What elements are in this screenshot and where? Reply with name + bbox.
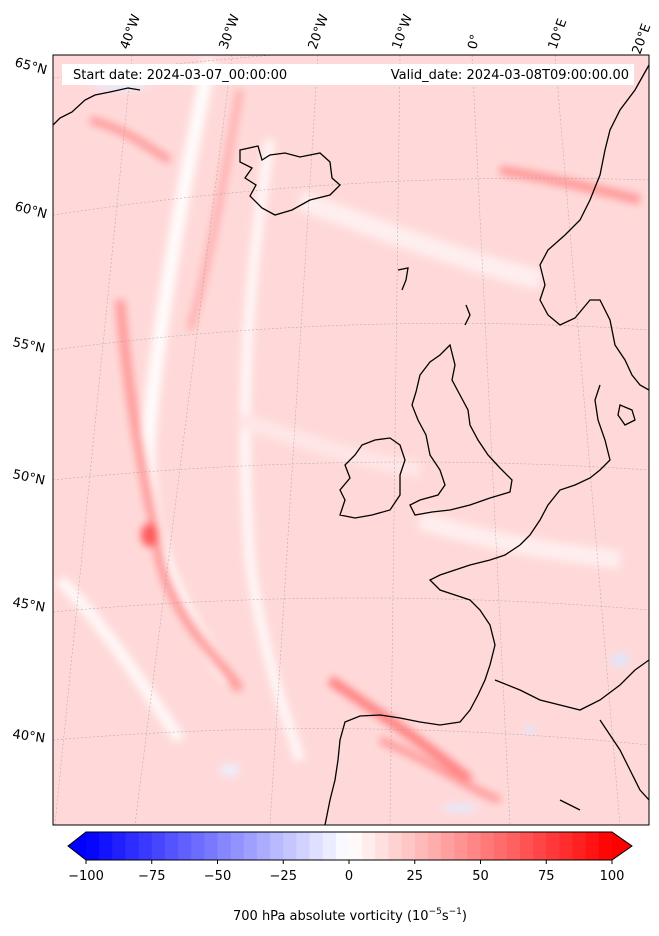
colorbar: −100 −75 −50 −25 0 25 50 75 100 700 hPa absolute… xyxy=(67,831,633,924)
colorbar-tick-label: −75 xyxy=(138,869,165,884)
lon-label-10w: 10°W xyxy=(390,12,416,51)
colorbar-tick-label: −100 xyxy=(68,869,104,884)
header-band xyxy=(62,64,634,85)
colorbar-cell xyxy=(401,832,416,860)
colorbar-tick-label: −25 xyxy=(270,869,297,884)
colorbar-cell xyxy=(204,832,218,860)
colorbar-tick-label: −50 xyxy=(204,869,231,884)
europe-coast xyxy=(539,64,649,391)
colorbar-cell xyxy=(519,832,534,860)
colorbar-cell xyxy=(388,832,403,860)
colorbar-cell xyxy=(112,832,126,860)
valid-date-label: Valid_date: 2024-03-08T09:00:00.00 xyxy=(391,68,629,83)
colorbar-extend-max xyxy=(612,832,632,860)
colorbar-cell xyxy=(125,832,140,860)
longitude-labels: 40°W 30°W 20°W 10°W 0° 10°E 20°E xyxy=(118,12,655,56)
colorbar-cell xyxy=(296,832,311,860)
lat-label-50n: 50°N xyxy=(11,467,46,488)
lon-label-0: 0° xyxy=(465,33,483,51)
map-panel: Start date: 2024-03-07_00:00:00 Valid_da… xyxy=(53,55,649,825)
colorbar-cell xyxy=(493,832,508,860)
colorbar-cell xyxy=(559,832,574,860)
latitude-labels: 65°N 60°N 55°N 50°N 45°N 40°N xyxy=(11,55,48,746)
colorbar-cell xyxy=(533,832,547,860)
vorticity-shading xyxy=(55,58,642,812)
north-sea-islands xyxy=(617,404,636,426)
colorbar-cell xyxy=(467,832,481,860)
colorbar-cell xyxy=(270,832,284,860)
colorbar-cell xyxy=(585,832,600,860)
colorbar-cell xyxy=(138,832,153,860)
italy-coast xyxy=(599,719,649,801)
iceland-coast xyxy=(239,145,341,216)
colorbar-cell xyxy=(309,832,324,860)
colorbar-cell xyxy=(375,832,389,860)
colorbar-tick-label: 100 xyxy=(600,869,625,884)
colorbar-cell xyxy=(454,832,468,860)
britain-coast xyxy=(409,343,513,516)
faroe-coast xyxy=(397,267,409,291)
colorbar-cell xyxy=(178,832,192,860)
lon-label-30w: 30°W xyxy=(217,12,243,51)
lat-label-65n: 65°N xyxy=(13,55,49,78)
mediterranean-coast xyxy=(494,659,649,711)
colorbar-cell xyxy=(480,832,495,860)
colorbar-cell xyxy=(230,832,245,860)
graticule xyxy=(53,55,649,825)
lat-label-45n: 45°N xyxy=(11,595,46,615)
colorbar-cell xyxy=(427,832,442,860)
colorbar-ticks: −100 −75 −50 −25 0 25 50 75 100 xyxy=(68,860,624,884)
coastlines xyxy=(53,64,649,825)
colorbar-cell xyxy=(99,832,113,860)
colorbar-cell xyxy=(151,832,166,860)
colorbar-cell xyxy=(164,832,179,860)
colorbar-cell xyxy=(349,832,363,860)
colorbar-cell xyxy=(243,832,258,860)
colorbar-cell xyxy=(506,832,521,860)
lat-label-55n: 55°N xyxy=(11,335,46,356)
colorbar-cell xyxy=(362,832,376,860)
colorbar-cells xyxy=(86,832,613,860)
colorbar-cell xyxy=(283,832,297,860)
colorbar-tick-label: 25 xyxy=(406,869,423,884)
colorbar-cell xyxy=(335,832,350,860)
colorbar-cell xyxy=(598,832,613,860)
lon-label-20w: 20°W xyxy=(306,12,332,51)
greenland-coast xyxy=(53,87,141,126)
colorbar-cell xyxy=(322,832,337,860)
colorbar-label: 700 hPa absolute vorticity (10−5s−1) xyxy=(233,907,467,924)
colorbar-cell xyxy=(191,832,205,860)
colorbar-cell xyxy=(441,832,455,860)
iberia-south-coast xyxy=(559,799,581,811)
map-frame xyxy=(52,54,650,826)
start-date-label: Start date: 2024-03-07_00:00:00 xyxy=(73,68,287,83)
lon-label-10e: 10°E xyxy=(546,17,571,52)
denmark-coast xyxy=(519,384,611,546)
colorbar-cell xyxy=(546,832,560,860)
lon-label-20e: 20°E xyxy=(630,22,655,57)
france-coast xyxy=(324,544,521,825)
lat-label-60n: 60°N xyxy=(13,199,49,222)
colorbar-tick-label: 50 xyxy=(472,869,489,884)
lat-label-40n: 40°N xyxy=(11,727,46,746)
lon-label-40w: 40°W xyxy=(118,12,144,51)
colorbar-cell xyxy=(86,832,100,860)
ireland-coast xyxy=(339,437,406,519)
colorbar-extend-min xyxy=(68,832,86,860)
colorbar-tick-label: 75 xyxy=(538,869,555,884)
colorbar-cell xyxy=(217,832,232,860)
shetland-coast xyxy=(464,304,471,326)
colorbar-cell xyxy=(572,832,587,860)
colorbar-cell xyxy=(414,832,429,860)
colorbar-cell xyxy=(256,832,271,860)
colorbar-tick-label: 0 xyxy=(345,869,353,884)
